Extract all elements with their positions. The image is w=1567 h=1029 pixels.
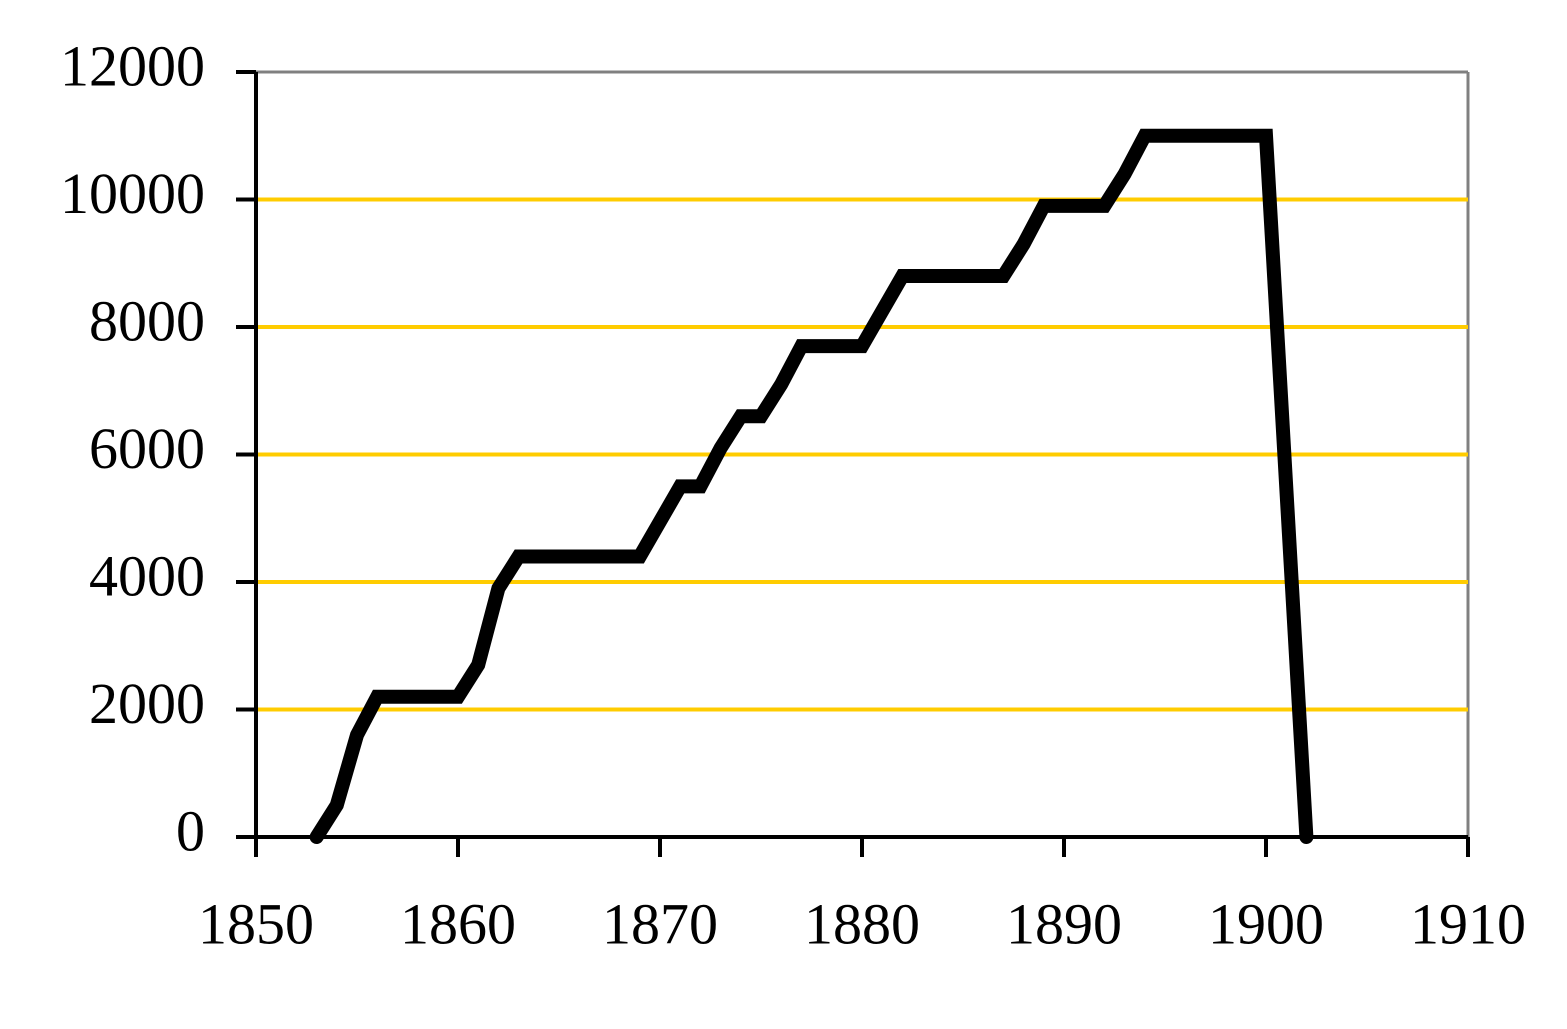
y-tick-label: 10000 bbox=[60, 161, 205, 226]
y-tick-label: 6000 bbox=[89, 416, 205, 481]
x-tick-label: 1910 bbox=[1410, 891, 1526, 956]
x-tick-label: 1870 bbox=[602, 891, 718, 956]
x-tick-label: 1900 bbox=[1208, 891, 1324, 956]
y-tick-label: 8000 bbox=[89, 288, 205, 353]
x-tick-label: 1850 bbox=[198, 891, 314, 956]
y-tick-label: 4000 bbox=[89, 543, 205, 608]
y-tick-label: 2000 bbox=[89, 671, 205, 736]
x-tick-label: 1890 bbox=[1006, 891, 1122, 956]
data-line bbox=[309, 128, 1314, 844]
x-tick-label: 1880 bbox=[804, 891, 920, 956]
y-tick-label: 12000 bbox=[60, 33, 205, 98]
x-tick-label: 1860 bbox=[400, 891, 516, 956]
y-tick-label: 0 bbox=[176, 798, 205, 863]
